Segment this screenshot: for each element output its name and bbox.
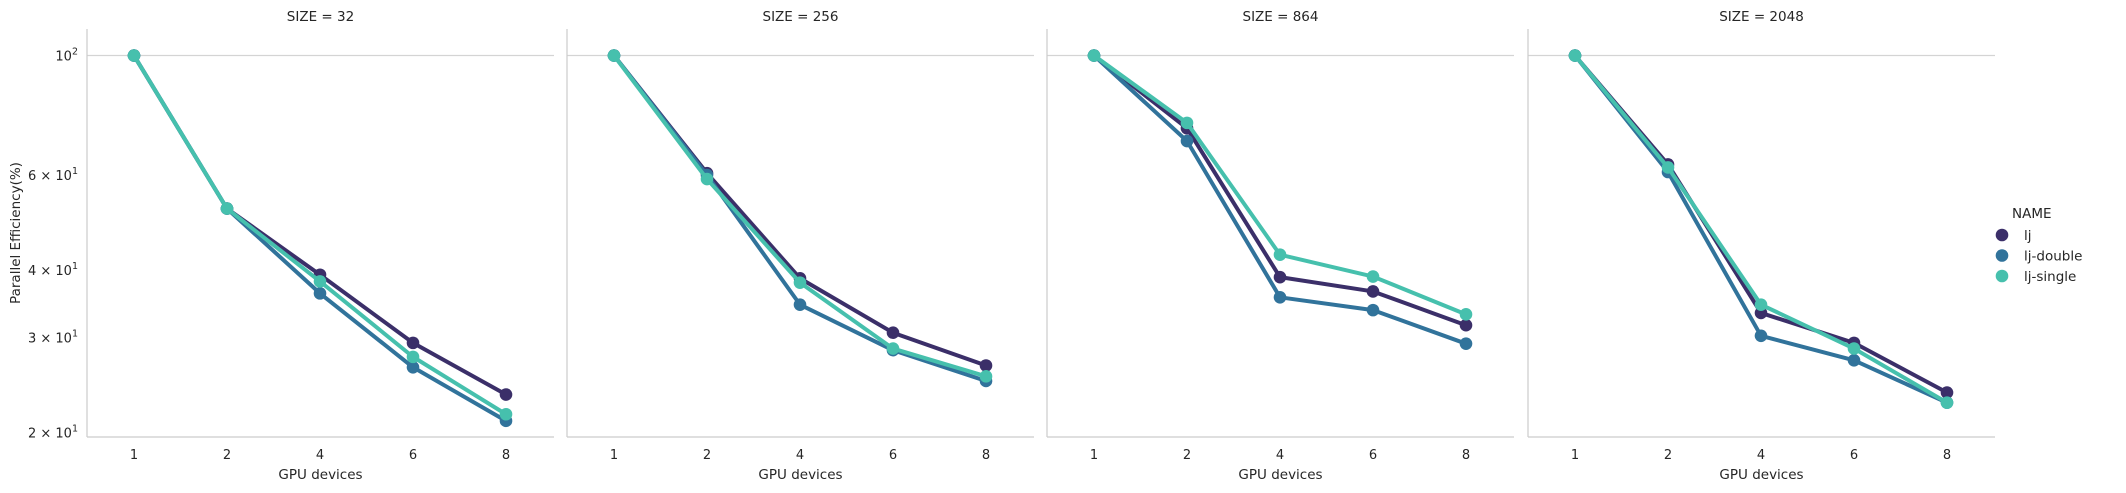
x-tick-label: 2	[703, 448, 711, 463]
data-point-lj-single	[1087, 49, 1101, 62]
data-point-lj-single	[979, 370, 993, 383]
x-tick-label: 8	[1462, 448, 1470, 463]
legend: NAME lj lj-double lj-single	[1995, 206, 2082, 285]
legend-label: lj-single	[2024, 269, 2076, 285]
panel-title: SIZE = 32	[287, 9, 354, 25]
data-point-lj	[406, 336, 420, 350]
x-tick-label: 2	[1664, 448, 1672, 463]
data-point-lj-single	[886, 342, 900, 355]
y-tick-label: 3 × 101	[28, 328, 78, 346]
x-axis-label: GPU devices	[1719, 467, 1803, 483]
data-point-lj-single	[127, 49, 141, 62]
legend-label: lj-double	[2024, 249, 2082, 265]
data-point-lj-single	[1754, 298, 1768, 311]
data-point-lj-single	[1366, 270, 1380, 283]
x-tick-label: 1	[1571, 448, 1579, 463]
legend-title: NAME	[2012, 206, 2052, 222]
panel-3: SIZE = 864 1 2 4 6 8 GPU devices	[1046, 9, 1514, 483]
data-point-lj-double	[1459, 337, 1473, 350]
x-tick-label: 1	[130, 448, 138, 463]
data-point-lj-single	[1180, 116, 1194, 130]
data-point-lj-single	[220, 202, 234, 215]
x-tick-label: 1	[610, 448, 618, 463]
y-tick-label: 2 × 101	[28, 423, 78, 441]
legend-marker-lj	[1995, 228, 2009, 242]
x-tick-label: 4	[1757, 448, 1765, 463]
x-tick-label: 2	[223, 448, 231, 463]
data-point-lj-single	[1661, 161, 1675, 174]
data-point-lj	[1273, 270, 1287, 284]
x-tick-label: 4	[316, 448, 324, 463]
x-tick-label: 8	[1943, 448, 1951, 463]
series-line-lj-double	[132, 53, 508, 423]
panel-2: SIZE = 256 1 2 4 6 8 GPU devices	[566, 9, 1034, 483]
panel-4: SIZE = 2048 1 2 4 6 8 GPU devices	[1527, 9, 1995, 483]
data-point-lj-double	[406, 360, 420, 374]
legend-marker-lj-single	[1995, 269, 2009, 283]
data-point-lj	[1459, 318, 1473, 332]
x-tick-label: 6	[889, 448, 897, 463]
x-tick-label: 8	[982, 448, 990, 463]
panel-title: SIZE = 2048	[1719, 9, 1804, 25]
series-line-lj-double	[612, 53, 988, 383]
series-line-lj-single	[132, 53, 508, 417]
x-tick-label: 1	[1090, 448, 1098, 463]
series-line-lj	[612, 53, 988, 368]
panel-title: SIZE = 256	[763, 9, 839, 25]
series-line-lj	[132, 53, 508, 397]
x-axis-label: GPU devices	[758, 467, 842, 483]
data-point-lj-double	[313, 287, 327, 300]
series-line-lj-double	[1573, 53, 1949, 405]
series-line-lj-single	[1573, 53, 1949, 405]
data-point-lj-single	[1568, 49, 1582, 62]
data-point-lj-single	[313, 275, 327, 288]
data-point-lj-single	[1273, 248, 1287, 262]
series-line-lj-single	[612, 53, 988, 379]
x-axis-label: GPU devices	[1238, 467, 1322, 483]
data-point-lj-single	[607, 49, 621, 62]
data-point-lj	[1366, 285, 1380, 298]
data-point-lj	[1940, 386, 1954, 399]
panel-1: SIZE = 32 1 2 4 6 8 GPU devices	[86, 9, 554, 483]
data-point-lj-single	[499, 407, 513, 421]
data-point-lj-single	[700, 172, 714, 186]
y-tick-label: 4 × 101	[28, 261, 78, 279]
x-tick-label: 6	[409, 448, 417, 463]
data-point-lj	[886, 326, 900, 340]
data-point-lj-double	[793, 298, 807, 311]
y-axis-label: Parallel Efficiency(%)	[8, 162, 24, 304]
x-tick-label: 6	[1369, 448, 1377, 463]
data-point-lj-double	[1366, 303, 1380, 317]
legend-marker-lj-double	[1995, 249, 2009, 262]
x-tick-label: 2	[1183, 448, 1191, 463]
data-point-lj	[499, 388, 513, 401]
data-point-lj-double	[1273, 290, 1287, 304]
data-point-lj-single	[793, 276, 807, 289]
data-point-lj-single	[1459, 308, 1473, 321]
legend-label: lj	[2024, 228, 2032, 244]
data-point-lj-single	[1847, 342, 1861, 355]
y-tick-label: 6 × 101	[28, 166, 78, 184]
x-tick-label: 6	[1850, 448, 1858, 463]
data-point-lj	[979, 359, 993, 372]
data-point-lj-double	[1180, 134, 1194, 148]
data-point-lj-single	[406, 350, 420, 364]
data-point-lj-double	[1847, 353, 1861, 367]
data-point-lj-single	[1940, 396, 1954, 409]
y-tick-label: 102	[55, 47, 78, 65]
data-point-lj-double	[1754, 329, 1768, 343]
x-tick-label: 4	[1276, 448, 1284, 463]
x-tick-label: 8	[502, 448, 510, 463]
panel-title: SIZE = 864	[1243, 9, 1319, 25]
x-axis-label: GPU devices	[278, 467, 362, 483]
x-tick-label: 4	[796, 448, 804, 463]
